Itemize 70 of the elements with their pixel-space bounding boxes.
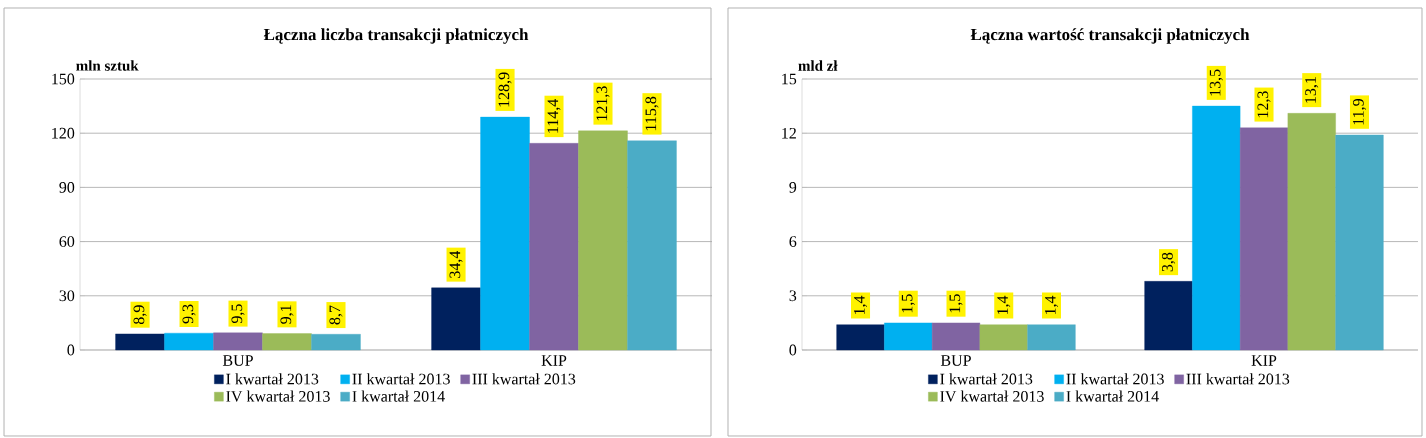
y-tick-label: 0: [789, 344, 797, 356]
bar: [931, 322, 981, 351]
bar: [979, 324, 1028, 351]
y-axis-title: mld zł: [798, 60, 838, 71]
bar: [262, 333, 312, 351]
legend-label: III kwartał 2013: [472, 373, 576, 385]
data-label: 13,5: [1209, 69, 1223, 96]
bar: [213, 332, 263, 351]
data-label: 114,4: [547, 98, 561, 133]
y-tick-label: 60: [59, 236, 75, 247]
data-label: 13,1: [1305, 77, 1319, 103]
data-label: 9,5: [231, 304, 245, 324]
y-tick-label: 150: [52, 73, 75, 85]
y-tick-label: 15: [782, 73, 797, 85]
data-label: 3,8: [1161, 252, 1176, 272]
bar: [627, 140, 677, 351]
bar: [1239, 127, 1289, 351]
data-label: 1,4: [997, 295, 1011, 315]
data-label: 1,5: [901, 294, 915, 313]
bar: [1287, 113, 1336, 351]
legend-label: I kwartał 2013: [226, 373, 319, 385]
legend-label: I kwartał 2014: [1066, 390, 1159, 402]
y-tick-label: 120: [52, 127, 75, 139]
bar: [1335, 134, 1384, 351]
bar: [431, 287, 481, 351]
data-label: 121,3: [596, 86, 610, 121]
x-tick-label: BUP: [940, 355, 971, 366]
y-tick-label: 90: [59, 182, 75, 193]
data-label: 34,4: [449, 250, 463, 278]
x-tick-label: KIP: [541, 355, 567, 366]
x-tick-label: KIP: [1251, 355, 1277, 366]
legend-label: II kwartał 2013: [352, 373, 450, 385]
legend-label: IV kwartał 2013: [940, 390, 1044, 402]
data-label: 12,3: [1257, 91, 1271, 118]
bar: [115, 333, 165, 351]
data-label: 8,7: [329, 305, 343, 325]
bar: [1144, 281, 1193, 351]
bar: [836, 324, 885, 351]
data-label: 8,9: [133, 305, 147, 325]
bar: [529, 143, 579, 351]
y-tick-label: 3: [789, 290, 797, 302]
legend-label: I kwartał 2014: [352, 390, 445, 402]
legend-label: II kwartał 2013: [1066, 373, 1164, 385]
chart-title: Łączna wartość transakcji płatniczych: [970, 28, 1250, 44]
y-axis-title: mln sztuk: [76, 60, 139, 71]
y-tick-label: 6: [789, 236, 797, 247]
chart-title: Łączna liczba transakcji płatniczych: [263, 28, 529, 44]
legend-label: IV kwartał 2013: [226, 390, 330, 402]
data-label: 115,8: [645, 96, 659, 131]
bar: [1027, 324, 1076, 351]
data-label: 9,3: [182, 304, 196, 324]
bar: [164, 332, 214, 351]
bar: [884, 322, 933, 351]
x-tick-label: BUP: [222, 355, 253, 366]
legend-label: III kwartał 2013: [1186, 373, 1290, 385]
bar: [311, 334, 361, 351]
y-tick-label: 12: [782, 127, 796, 139]
y-tick-label: 0: [67, 344, 75, 356]
y-tick-label: 9: [789, 182, 797, 193]
bar: [1192, 105, 1241, 351]
bar: [578, 130, 628, 351]
data-label: 1,4: [854, 295, 868, 315]
data-label: 1,5: [949, 294, 963, 313]
data-label: 128,9: [498, 72, 512, 107]
data-label: 1,4: [1044, 295, 1058, 315]
y-tick-label: 30: [59, 290, 75, 302]
legend-label: I kwartał 2013: [940, 373, 1033, 385]
data-label: 9,1: [280, 305, 294, 324]
bar: [480, 116, 530, 351]
data-label: 11,9: [1352, 99, 1367, 125]
